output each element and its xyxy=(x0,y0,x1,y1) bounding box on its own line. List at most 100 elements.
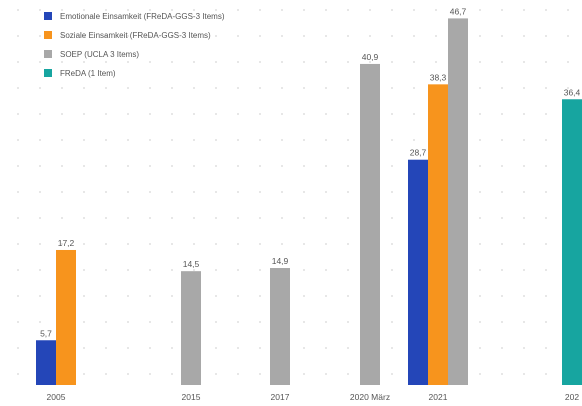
grid-dot xyxy=(127,295,129,297)
grid-dot xyxy=(281,217,283,219)
grid-dot xyxy=(61,191,63,193)
grid-dot xyxy=(303,321,305,323)
grid-dot xyxy=(325,165,327,167)
grid-dot xyxy=(325,243,327,245)
grid-dot xyxy=(391,347,393,349)
grid-dot xyxy=(237,347,239,349)
grid-dot xyxy=(479,165,481,167)
grid-dot xyxy=(281,113,283,115)
grid-dot xyxy=(435,61,437,63)
grid-dot xyxy=(237,191,239,193)
grid-dot xyxy=(215,243,217,245)
grid-dot xyxy=(127,373,129,375)
grid-dot xyxy=(259,243,261,245)
grid-dot xyxy=(127,113,129,115)
grid-dot xyxy=(523,35,525,37)
grid-dot xyxy=(193,113,195,115)
grid-dot xyxy=(171,321,173,323)
grid-dot xyxy=(193,217,195,219)
grid-dot xyxy=(325,373,327,375)
grid-dot xyxy=(391,191,393,193)
grid-dot xyxy=(567,61,569,63)
grid-dot xyxy=(523,347,525,349)
grid-dot xyxy=(17,165,19,167)
grid-dot xyxy=(237,295,239,297)
grid-dot xyxy=(347,347,349,349)
grid-dot xyxy=(501,35,503,37)
grid-dot xyxy=(303,295,305,297)
grid-dot xyxy=(391,87,393,89)
grid-dot xyxy=(61,243,63,245)
grid-dot xyxy=(347,373,349,375)
grid-dot xyxy=(545,191,547,193)
grid-dot xyxy=(149,347,151,349)
grid-dot xyxy=(17,87,19,89)
grid-dot xyxy=(215,9,217,11)
grid-dot xyxy=(149,87,151,89)
grid-dot xyxy=(105,35,107,37)
grid-dot xyxy=(391,217,393,219)
grid-dot xyxy=(391,139,393,141)
grid-dot xyxy=(149,217,151,219)
bar-value-label: 38,3 xyxy=(430,72,447,82)
grid-dot xyxy=(215,35,217,37)
grid-dot xyxy=(215,139,217,141)
grid-dot xyxy=(479,87,481,89)
grid-dot xyxy=(61,113,63,115)
grid-dot xyxy=(281,191,283,193)
grid-dot xyxy=(281,9,283,11)
grid-dot xyxy=(171,269,173,271)
legend-entry: Emotionale Einsamkeit (FReDA-GGS-3 Items… xyxy=(60,12,225,21)
grid-dot xyxy=(325,269,327,271)
grid-dot xyxy=(501,9,503,11)
grid-dot xyxy=(17,61,19,63)
grid-dot xyxy=(127,139,129,141)
grid-dot xyxy=(523,295,525,297)
grid-dot xyxy=(545,321,547,323)
bar xyxy=(36,340,56,385)
grid-dot xyxy=(391,113,393,115)
grid-dot xyxy=(523,243,525,245)
grid-dot xyxy=(523,87,525,89)
grid-dot xyxy=(39,191,41,193)
grid-dot xyxy=(303,35,305,37)
grid-dot xyxy=(259,217,261,219)
grid-dot xyxy=(39,217,41,219)
grid-dot xyxy=(501,139,503,141)
grid-dot xyxy=(83,295,85,297)
grid-dot xyxy=(149,61,151,63)
grid-dot xyxy=(215,191,217,193)
grid-dot xyxy=(501,165,503,167)
grid-dot xyxy=(259,321,261,323)
grid-dot xyxy=(303,165,305,167)
grid-dot xyxy=(237,217,239,219)
grid-dot xyxy=(237,139,239,141)
grid-dot xyxy=(391,373,393,375)
grid-dot xyxy=(479,9,481,11)
grid-dot xyxy=(39,9,41,11)
grid-dot xyxy=(501,87,503,89)
grid-dot xyxy=(325,87,327,89)
grid-dot xyxy=(17,243,19,245)
grid-dot xyxy=(215,61,217,63)
grid-dot xyxy=(347,243,349,245)
grid-dot xyxy=(237,61,239,63)
grid-dot xyxy=(149,9,151,11)
grid-dot xyxy=(479,191,481,193)
grid-dot xyxy=(545,217,547,219)
grid-dot xyxy=(237,373,239,375)
grid-dot xyxy=(171,139,173,141)
grid-dot xyxy=(413,87,415,89)
grid-dot xyxy=(479,269,481,271)
grid-dot xyxy=(347,113,349,115)
grid-dot xyxy=(325,321,327,323)
grid-dot xyxy=(391,35,393,37)
grid-dot xyxy=(105,373,107,375)
x-tick-label: 2015 xyxy=(182,392,201,402)
x-tick-label: 2020 März xyxy=(350,392,390,402)
grid-dot xyxy=(325,347,327,349)
grid-dot xyxy=(171,35,173,37)
grid-dot xyxy=(17,113,19,115)
grid-dot xyxy=(523,191,525,193)
grid-dot xyxy=(523,9,525,11)
